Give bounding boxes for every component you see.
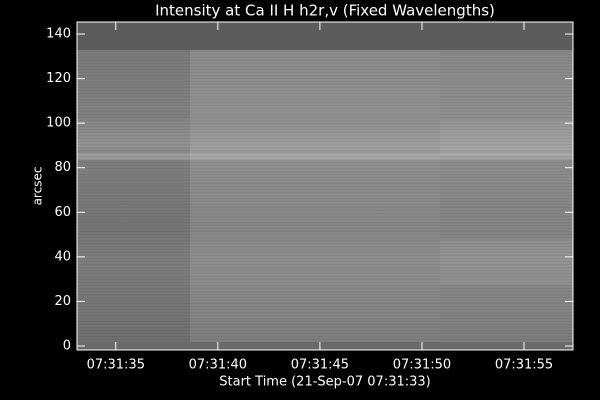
y-tick-label: 80 [54, 160, 71, 175]
y-tick-label: 40 [54, 249, 71, 264]
intensity-image [77, 22, 573, 350]
x-tick-label: 07:31:40 [189, 358, 247, 373]
y-tick-label: 140 [46, 27, 71, 42]
y-tick-label: 100 [46, 116, 71, 131]
x-tick-label: 07:31:35 [87, 358, 145, 373]
plot-frame [76, 21, 574, 351]
x-axis-label: Start Time (21-Sep-07 07:31:33) [219, 375, 430, 390]
y-tick-label: 20 [54, 294, 71, 309]
x-tick-label: 07:31:50 [393, 358, 451, 373]
x-tick-label: 07:31:55 [495, 358, 553, 373]
chart-title: Intensity at Ca II H h2r,v (Fixed Wavele… [155, 2, 495, 20]
y-tick-label: 120 [46, 71, 71, 86]
x-tick-label: 07:31:45 [291, 358, 349, 373]
y-tick-label: 60 [54, 205, 71, 220]
y-tick-label: 0 [63, 338, 71, 353]
y-axis-label: arcsec [31, 167, 45, 206]
